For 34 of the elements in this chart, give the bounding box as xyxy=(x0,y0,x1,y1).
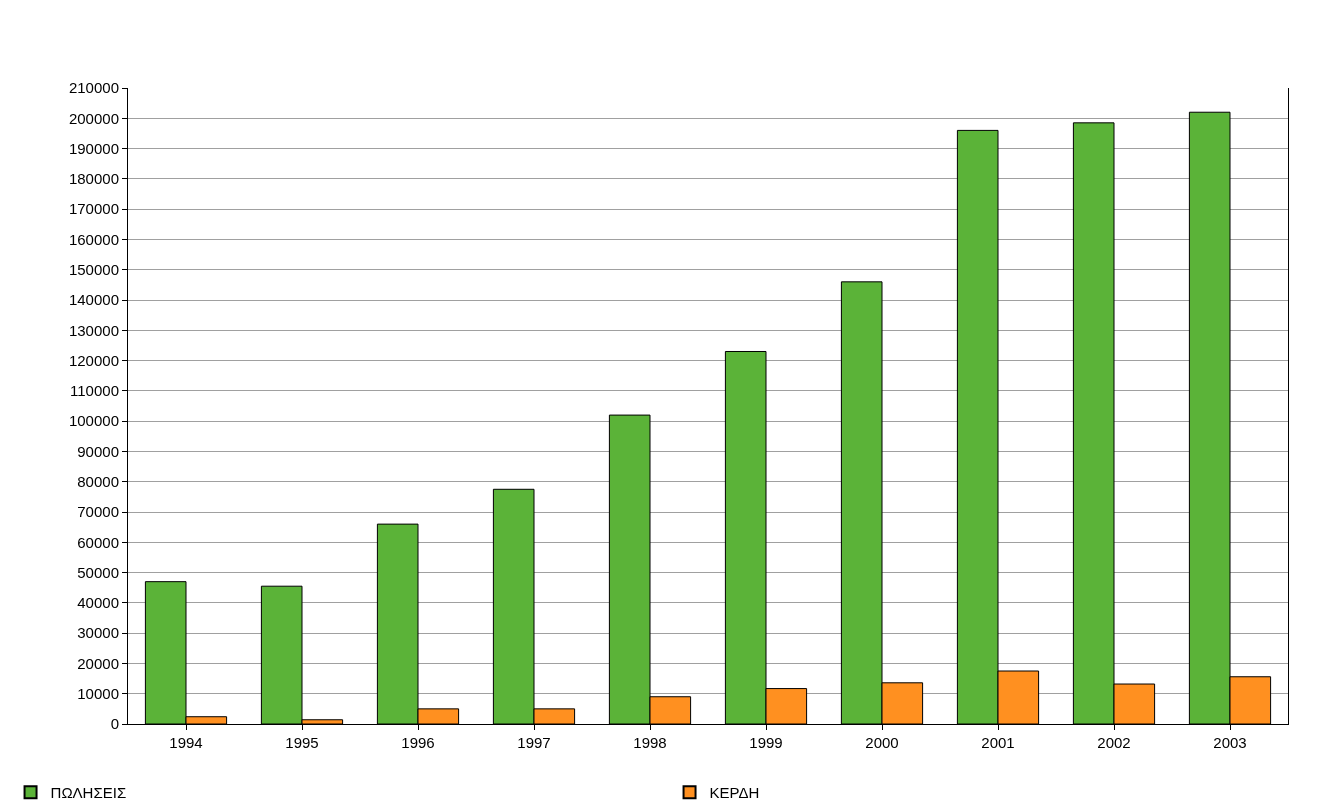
x-tick-label: 2003 xyxy=(1213,734,1247,751)
x-tick-label: 1996 xyxy=(401,734,435,751)
y-tick-label: 170000 xyxy=(68,200,119,218)
y-tick-label: 40000 xyxy=(77,594,119,612)
y-tick-label: 160000 xyxy=(68,230,119,248)
y-tick-label: 90000 xyxy=(77,442,119,460)
y-tick-label: 60000 xyxy=(77,533,119,551)
y-tick-label: 50000 xyxy=(77,563,119,581)
x-tick-label: 1998 xyxy=(633,734,667,751)
legend-label: ΚΕΡΔΗ xyxy=(709,784,760,802)
y-tick-label: 120000 xyxy=(68,351,119,369)
x-tick-label: 1999 xyxy=(749,734,783,751)
y-tick-label: 200000 xyxy=(68,109,119,127)
x-tick-label: 1994 xyxy=(169,734,203,751)
y-tick-label: 130000 xyxy=(68,321,119,339)
y-tick-label: 140000 xyxy=(68,291,119,309)
x-tick-label: 2000 xyxy=(865,734,899,751)
y-tick-label: 30000 xyxy=(77,624,119,642)
y-tick-label: 0 xyxy=(110,715,119,733)
x-tick-label: 2002 xyxy=(1097,734,1131,751)
y-tick-label: 70000 xyxy=(77,503,119,521)
y-tick-label: 150000 xyxy=(68,260,119,278)
x-tick-label: 1995 xyxy=(285,734,319,751)
y-tick-label: 210000 xyxy=(68,79,119,97)
y-tick-label: 10000 xyxy=(77,684,119,702)
y-tick-label: 180000 xyxy=(68,170,119,188)
y-tick-label: 110000 xyxy=(70,382,119,400)
y-tick-label: 190000 xyxy=(68,139,119,157)
x-tick-label: 2001 xyxy=(981,734,1015,751)
y-tick-label: 20000 xyxy=(77,654,119,672)
y-tick-label: 80000 xyxy=(77,472,119,490)
y-tick-label: 100000 xyxy=(68,412,119,430)
legend-label: ΠΩΛΗΣΕΙΣ xyxy=(50,784,127,802)
x-tick-label: 1997 xyxy=(517,734,551,751)
